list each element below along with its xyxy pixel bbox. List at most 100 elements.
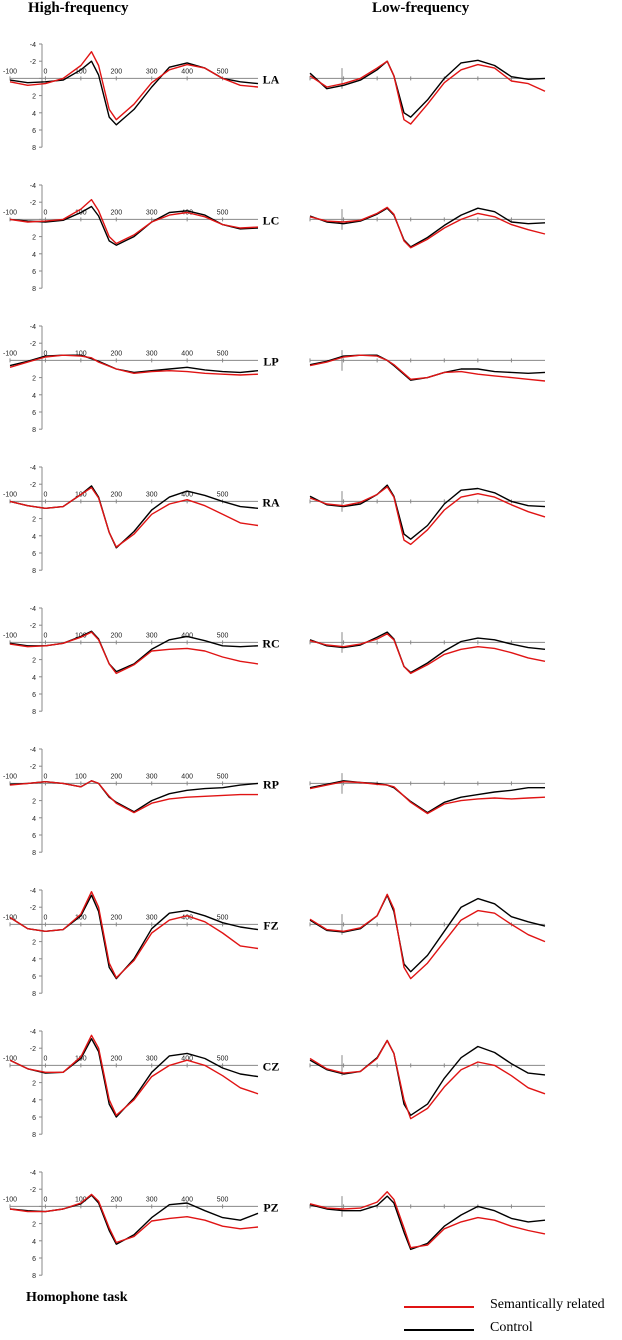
y-tick-label: 8 [32,286,36,293]
y-tick-label: 2 [32,940,36,947]
waveform-control-la [309,59,546,118]
x-tick-label: 500 [217,68,229,75]
waveform-related-pz [9,1193,259,1244]
waveform-related-fz [9,891,259,979]
waveform-related-la [9,51,259,121]
waveform-related-lp [9,354,259,376]
y-tick-label: -4 [30,606,36,613]
erp-panel-cz-low [309,1039,546,1120]
x-tick-label: 100 [75,914,87,921]
x-tick-label: 400 [181,491,193,498]
erp-panel-pz-low [309,1191,546,1251]
y-tick-label: -4 [30,1170,36,1177]
waveform-related-rc [309,633,546,675]
erp-panel-rp-high: -4 -2 2 4 6 8 -100 0 100 200 300 400 500 [3,747,259,857]
y-tick-label: 4 [32,111,36,118]
waveform-related-rc [9,631,259,675]
y-tick-label: 2 [32,235,36,242]
electrode-label: RC [262,636,279,650]
x-tick-label: 400 [181,1196,193,1203]
waveform-related-lp [309,354,546,382]
erp-panel-fz-low [309,893,546,980]
electrode-label: RA [262,495,280,509]
y-tick-label: 6 [32,1256,36,1263]
y-tick-label: -4 [30,1029,36,1036]
y-tick-label: 4 [32,534,36,541]
waveform-control-fz [309,894,546,973]
legend-label: Control [490,1320,533,1335]
erp-panel-lp-low [309,350,546,382]
waveform-related-rp [9,780,258,814]
y-tick-label: -4 [30,888,36,895]
y-tick-label: 4 [32,252,36,259]
y-tick-label: -2 [30,200,36,207]
erp-panel-lp-high: -4 -2 2 4 6 8 -100 0 100 200 300 400 500 [3,324,259,434]
y-tick-label: 4 [32,1098,36,1105]
y-tick-label: 2 [32,799,36,806]
erp-panel-rc-low [309,631,546,675]
x-tick-label: 300 [146,1196,158,1203]
y-tick-label: 8 [32,427,36,434]
waveform-related-lc [9,198,259,245]
waveform-control-ra [309,484,546,540]
y-tick-label: 6 [32,1115,36,1122]
x-tick-label: 400 [181,914,193,921]
y-tick-label: -2 [30,905,36,912]
x-tick-label: 400 [181,773,193,780]
x-tick-label: -100 [3,632,17,639]
x-tick-label: -100 [3,773,17,780]
x-tick-label: -100 [3,491,17,498]
y-tick-label: 6 [32,551,36,558]
x-tick-label: 300 [146,632,158,639]
task-label: Homophone task [26,1290,128,1305]
y-tick-label: -4 [30,324,36,331]
x-tick-label: -100 [3,68,17,75]
waveform-related-fz [309,893,546,980]
x-tick-label: -100 [3,1196,17,1203]
y-tick-label: 2 [32,1081,36,1088]
waveform-control-lp [309,354,546,381]
y-tick-label: 6 [32,833,36,840]
y-tick-label: 4 [32,957,36,964]
waveform-control-pz [309,1195,546,1251]
electrode-label: PZ [263,1200,278,1214]
x-tick-label: 0 [43,1196,47,1203]
x-tick-label: 400 [181,1055,193,1062]
x-tick-label: 100 [75,773,87,780]
erp-panel-la-high: -4 -2 2 4 6 8 -100 0 100 200 300 400 500 [3,42,259,152]
x-tick-label: 300 [146,491,158,498]
y-tick-label: -2 [30,1187,36,1194]
y-tick-label: 2 [32,94,36,101]
waveform-control-lc [9,205,259,246]
y-tick-label: 8 [32,850,36,857]
x-tick-label: 200 [110,491,122,498]
x-tick-label: -100 [3,1055,17,1062]
y-tick-label: 2 [32,658,36,665]
x-tick-label: 500 [217,773,229,780]
x-tick-label: 200 [110,209,122,216]
erp-panel-la-low [309,59,546,125]
x-tick-label: 100 [75,68,87,75]
y-tick-label: 2 [32,1222,36,1229]
y-tick-label: 8 [32,991,36,998]
x-tick-label: 0 [43,914,47,921]
y-tick-label: -2 [30,341,36,348]
x-tick-label: 500 [217,1196,229,1203]
y-tick-label: -4 [30,42,36,49]
x-tick-label: 300 [146,914,158,921]
y-tick-label: -2 [30,482,36,489]
waveform-related-rp [309,781,546,815]
x-tick-label: -100 [3,209,17,216]
erp-panel-ra-low [309,484,546,546]
y-tick-label: 4 [32,393,36,400]
waveform-related-lc [309,206,546,249]
legend-label: Semantically related [490,1297,605,1312]
x-tick-label: 200 [110,914,122,921]
erp-panel-pz-high: -4 -2 2 4 6 8 -100 0 100 200 300 400 500 [3,1170,259,1280]
waveform-related-pz [309,1191,546,1249]
y-tick-label: -4 [30,465,36,472]
y-tick-label: 2 [32,517,36,524]
